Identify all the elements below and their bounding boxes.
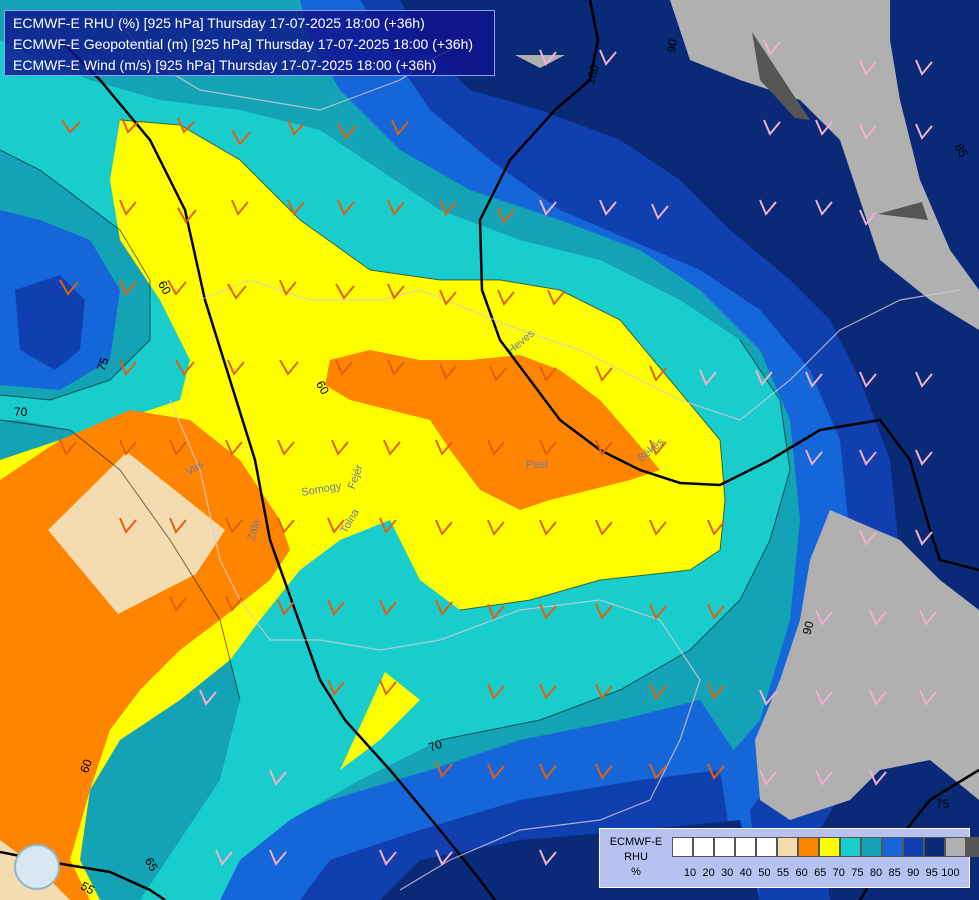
rh-band-65-south bbox=[340, 672, 420, 770]
rh-band-60-central bbox=[325, 350, 660, 510]
contour-label: 55 bbox=[78, 879, 97, 898]
legend-swatch bbox=[756, 837, 777, 857]
contour-label: 60 bbox=[155, 278, 174, 297]
legend-tick-label: 50 bbox=[758, 867, 771, 879]
legend-tick-label: 20 bbox=[702, 867, 715, 879]
legend-tick-label: 10 bbox=[683, 867, 697, 879]
legend-tick-label: 40 bbox=[739, 867, 752, 879]
legend-swatch bbox=[672, 837, 693, 857]
rh-band-55 bbox=[48, 452, 225, 614]
contour-label: 85 bbox=[952, 141, 971, 160]
legend-swatch bbox=[924, 837, 945, 857]
legend-title: ECMWF-E RHU % bbox=[604, 835, 668, 880]
rh-band-65 bbox=[0, 120, 725, 900]
legend-swatch bbox=[735, 837, 756, 857]
legend-swatch bbox=[945, 837, 966, 857]
contour-lines bbox=[0, 119, 791, 741]
contour-label: 90 bbox=[800, 619, 817, 636]
legend-swatches bbox=[672, 837, 979, 859]
legend-title-var: RHU bbox=[624, 851, 648, 863]
rh-band-100-c bbox=[515, 55, 565, 68]
legend-swatch bbox=[903, 837, 924, 857]
title-wind: ECMWF-E Wind (m/s) [925 hPa] Thursday 17… bbox=[13, 57, 437, 73]
legend-title-unit: % bbox=[631, 866, 641, 878]
legend-tick-label: 70 bbox=[832, 867, 845, 879]
map-title-box: ECMWF-E RHU (%) [925 hPa] Thursday 17-07… bbox=[4, 10, 495, 76]
legend-swatch bbox=[882, 837, 903, 857]
legend-swatch bbox=[798, 837, 819, 857]
rh-band-85-west bbox=[15, 275, 85, 370]
legend-title-model: ECMWF-E bbox=[609, 836, 663, 848]
legend-tick-label: 55 bbox=[776, 867, 790, 879]
contour-label: 75 bbox=[936, 797, 950, 811]
legend-tick-label: 85 bbox=[888, 867, 901, 879]
legend-tick-label: 90 bbox=[907, 867, 920, 879]
title-geopotential: ECMWF-E Geopotential (m) [925 hPa] Thurs… bbox=[13, 36, 474, 52]
legend-swatch bbox=[966, 837, 979, 857]
logo-icon bbox=[14, 844, 60, 890]
rh-band-95-north bbox=[670, 0, 979, 330]
legend-tick-label: 30 bbox=[721, 867, 734, 879]
contour-label: 75 bbox=[94, 355, 112, 373]
legend-tick-label: 80 bbox=[869, 867, 883, 879]
contour-label: 180 bbox=[583, 63, 602, 86]
legend-swatch bbox=[693, 837, 714, 857]
color-legend: ECMWF-E RHU % 10 20 30 40 50 55 60 65 70 75 80 85 90… bbox=[599, 828, 979, 888]
rh-band-95-east bbox=[755, 510, 979, 820]
wind-barbs-pink bbox=[199, 39, 937, 866]
contour-label: 60 bbox=[313, 378, 332, 397]
legend-swatch bbox=[777, 837, 798, 857]
legend-tick-label: 95 bbox=[925, 867, 938, 879]
legend-tick-label: 60 bbox=[795, 867, 808, 879]
rh-band-100-a bbox=[752, 32, 810, 120]
contour-label: 65 bbox=[142, 855, 161, 874]
place-label: Zala bbox=[246, 517, 263, 542]
title-rhu: ECMWF-E RHU (%) [925 hPa] Thursday 17-07… bbox=[13, 15, 425, 31]
legend-swatch bbox=[861, 837, 882, 857]
legend-tick-label: 75 bbox=[851, 867, 864, 879]
wind-barbs bbox=[59, 117, 725, 780]
contour-label: 90 bbox=[664, 38, 680, 54]
legend-tick-label: 100 bbox=[941, 867, 960, 879]
legend-swatch bbox=[819, 837, 840, 857]
rh-band-90 bbox=[400, 0, 979, 900]
legend-swatch bbox=[714, 837, 735, 857]
legend-tick-label: 65 bbox=[814, 867, 827, 879]
rh-band-100-b bbox=[878, 202, 928, 220]
contour-label: 70 bbox=[427, 737, 445, 755]
place-label: Pest bbox=[526, 459, 548, 471]
contour-label: 60 bbox=[77, 757, 95, 775]
legend-swatch bbox=[840, 837, 861, 857]
contour-label: 70 bbox=[14, 405, 28, 419]
legend-ticks: 10 20 30 40 50 55 60 65 70 75 80 85 90 95 100 bbox=[672, 867, 972, 881]
